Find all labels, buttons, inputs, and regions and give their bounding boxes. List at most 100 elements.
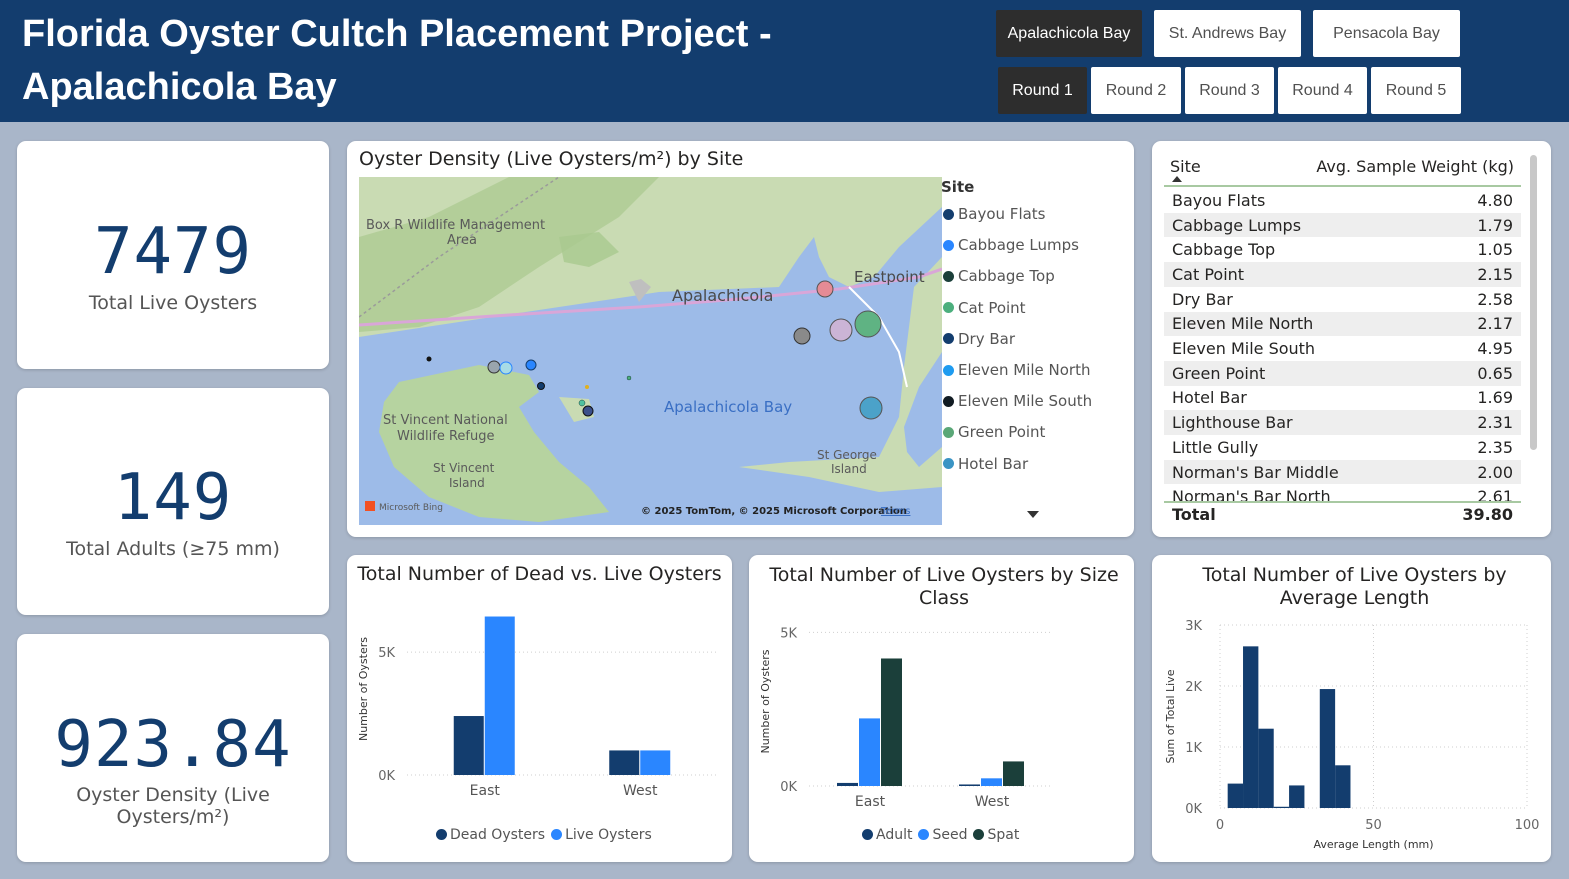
legend-item[interactable]: Dry Bar — [943, 330, 1015, 348]
table-cell-site: Cabbage Lumps — [1172, 215, 1302, 235]
bar-dead-oysters — [453, 716, 484, 775]
site-marker-cabbage-top[interactable] — [854, 310, 882, 338]
table-row[interactable]: Cat Point 2.15 — [1164, 262, 1521, 287]
site-marker-eleven-mile-south[interactable] — [487, 360, 501, 374]
site-marker-normans-south[interactable] — [582, 405, 594, 417]
x-tick-label: 50 — [1365, 818, 1382, 833]
kpi-card-adults: 149 Total Adults (≥75 mm) — [17, 388, 329, 615]
page-title: Florida Oyster Cultch Placement Project … — [22, 13, 772, 108]
chart-card-dead-live: Total Number of Dead vs. Live Oysters 0K… — [347, 555, 732, 862]
round-button-3[interactable]: Round 3 — [1185, 67, 1274, 114]
table-row[interactable]: Cabbage Lumps 1.79 — [1164, 212, 1521, 238]
legend-scroll-down-icon[interactable] — [1027, 511, 1039, 518]
header-bar: Florida Oyster Cultch Placement Project … — [0, 0, 1569, 122]
map-label-refuge-1: St Vincent National — [383, 413, 508, 428]
y-tick-label: 0K — [780, 780, 797, 795]
site-marker-dry-bar[interactable] — [859, 396, 883, 420]
forest-patch — [559, 232, 619, 267]
legend-dot-icon — [943, 364, 954, 376]
table-row[interactable]: Cabbage Top 1.05 — [1164, 237, 1521, 262]
legend-item[interactable]: Spat — [973, 827, 1019, 843]
legend-item[interactable]: Green Point — [943, 423, 1045, 441]
legend-item[interactable]: Bayou Flats — [943, 205, 1046, 223]
bar-adult — [837, 782, 858, 786]
table-header-site[interactable]: Site — [1170, 157, 1201, 176]
table-row[interactable]: Eleven Mile South 4.95 — [1164, 336, 1521, 361]
table-row[interactable]: Norman's Bar Middle 2.00 — [1164, 459, 1521, 485]
legend-item[interactable]: Live Oysters — [551, 827, 652, 843]
map-attribution-bing: Microsoft Bing — [379, 503, 443, 513]
site-marker-green-point[interactable] — [499, 361, 513, 375]
map-label-apalachicola: Apalachicola — [672, 286, 773, 305]
legend-label: Dry Bar — [958, 329, 1016, 348]
map-label-island-2: Island — [449, 476, 485, 490]
site-marker-cabbage-lumps[interactable] — [829, 318, 853, 342]
table-row[interactable]: Green Point 0.65 — [1164, 360, 1521, 386]
causeway-road — [848, 286, 908, 388]
table-row[interactable]: Eleven Mile North 2.17 — [1164, 311, 1521, 337]
site-marker-normans-middle[interactable] — [626, 375, 632, 381]
table-total-value: 39.80 — [1462, 505, 1513, 524]
legend-dot-icon — [943, 458, 954, 470]
legend-item[interactable]: Hotel Bar — [943, 455, 1028, 473]
bay-button-apalachicola[interactable]: Apalachicola Bay — [996, 10, 1142, 57]
bay-button-st-andrews[interactable]: St. Andrews Bay — [1154, 10, 1301, 57]
legend-item[interactable]: Dead Oysters — [436, 827, 545, 843]
map-svg: Box R Wildlife Management Area Apalachic… — [359, 177, 942, 525]
table-cell-site: Green Point — [1172, 363, 1266, 383]
bridge-road — [359, 267, 942, 327]
bar-adult — [959, 784, 980, 786]
legend-item[interactable]: Eleven Mile South — [943, 392, 1092, 410]
legend-dot-icon — [436, 829, 447, 840]
map-label-eastpoint: Eastpoint — [854, 268, 925, 286]
weight-table-card: Site Avg. Sample Weight (kg) Bayou Flats… — [1152, 141, 1551, 537]
map-attribution: © 2025 TomTom, © 2025 Microsoft Corporat… — [641, 506, 907, 517]
legend-label: Eleven Mile South — [958, 392, 1093, 411]
table-scrollbar[interactable] — [1530, 155, 1537, 450]
kpi-label: Total Live Oysters — [88, 292, 258, 314]
legend-label: Hotel Bar — [958, 454, 1029, 473]
map-terms-link[interactable]: Terms — [880, 506, 910, 517]
site-marker-normans-north[interactable] — [578, 399, 586, 407]
histogram-bar — [1273, 806, 1290, 808]
y-axis-label: Number of Oysters — [759, 649, 772, 753]
map-view[interactable]: Box R Wildlife Management Area Apalachic… — [359, 177, 942, 525]
table-cell-site: Little Gully — [1172, 437, 1259, 457]
table-header-weight[interactable]: Avg. Sample Weight (kg) — [1316, 157, 1514, 176]
chart-title: Total Number of Dead vs. Live Oysters — [357, 563, 722, 585]
y-tick-label: 3K — [1185, 619, 1202, 634]
histogram-bar — [1335, 765, 1351, 808]
sort-ascending-icon[interactable] — [1172, 176, 1182, 182]
x-tick-label: West — [975, 794, 1010, 810]
table-cell-site: Eleven Mile South — [1172, 339, 1316, 359]
legend-item[interactable]: Cat Point — [943, 299, 1026, 317]
airport-icon — [629, 279, 651, 302]
table-total-row: Total 39.80 — [1164, 505, 1521, 524]
site-marker-lighthouse-bar[interactable] — [537, 382, 545, 390]
round-button-1[interactable]: Round 1 — [998, 67, 1087, 114]
bay-button-pensacola[interactable]: Pensacola Bay — [1313, 10, 1460, 57]
round-button-2[interactable]: Round 2 — [1091, 67, 1181, 114]
legend-item[interactable]: Cabbage Top — [943, 267, 1055, 285]
table-row[interactable]: Bayou Flats 4.80 — [1164, 188, 1521, 213]
chart-card-size-class: Total Number of Live Oysters by Size Cla… — [749, 555, 1134, 862]
site-marker-cat-point[interactable] — [793, 327, 811, 345]
site-marker-little-gully[interactable] — [585, 385, 589, 389]
legend-dot-icon — [918, 829, 930, 840]
site-marker-hotel-bar[interactable] — [525, 359, 537, 371]
legend-item[interactable]: Seed — [918, 827, 967, 843]
site-marker-bayou-flats[interactable] — [816, 280, 834, 298]
table-row[interactable]: Dry Bar 2.58 — [1164, 287, 1521, 312]
wildlife-area — [359, 177, 659, 332]
site-marker-eleven-mile-north[interactable] — [426, 356, 432, 362]
round-button-4[interactable]: Round 4 — [1278, 67, 1367, 114]
legend-item[interactable]: Eleven Mile North — [943, 361, 1090, 379]
table-row[interactable]: Hotel Bar 1.69 — [1164, 386, 1521, 411]
legend-item[interactable]: Cabbage Lumps — [943, 236, 1079, 254]
y-tick-label: 5K — [780, 626, 797, 641]
table-row[interactable]: Little Gully 2.35 — [1164, 435, 1521, 460]
table-row[interactable]: Lighthouse Bar 2.31 — [1164, 410, 1521, 435]
legend-label: Seed — [932, 827, 968, 843]
round-button-5[interactable]: Round 5 — [1371, 67, 1461, 114]
legend-item[interactable]: Adult — [862, 827, 912, 843]
